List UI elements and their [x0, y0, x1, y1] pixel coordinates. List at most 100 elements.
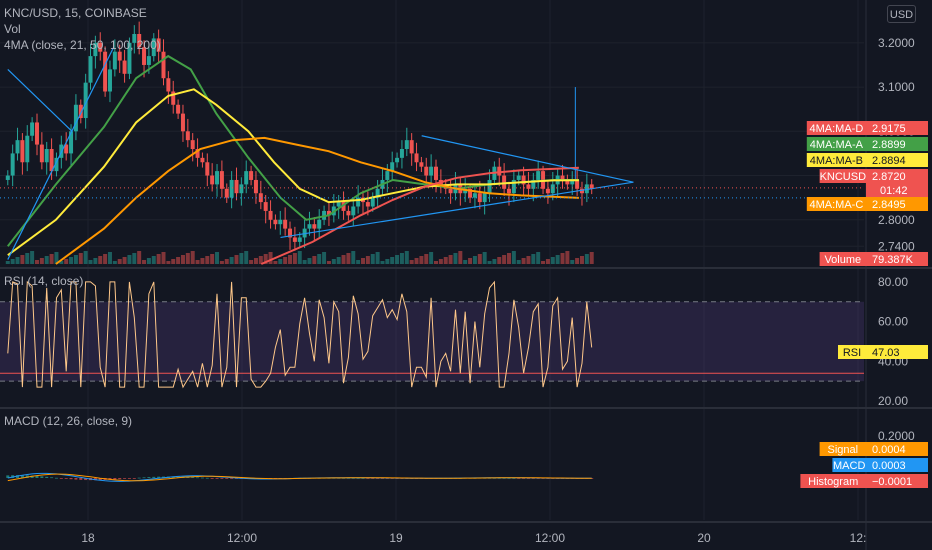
price-tag-label-box: [806, 197, 866, 211]
price-axis[interactable]: 3.20003.10003.00002.90002.80002.740080.0…: [878, 36, 915, 443]
candle-body: [375, 188, 380, 198]
candle-body: [244, 171, 249, 185]
currency-button[interactable]: USD: [887, 5, 916, 23]
volume-bar: [351, 251, 356, 264]
legend-symbol[interactable]: KNC/USD, 15, COINBASE: [4, 5, 147, 21]
volume-bar: [526, 256, 531, 264]
rsi-tag-value: 47.03: [872, 347, 900, 359]
histogram-bar: [196, 477, 200, 479]
histogram-bar: [6, 475, 10, 478]
volume-bar: [93, 258, 98, 264]
volume-bar: [443, 257, 448, 264]
volume-bar: [336, 257, 341, 264]
volume-bar: [545, 259, 550, 264]
volume-bar: [49, 254, 54, 264]
volume-bar: [292, 253, 297, 264]
volume-bar: [453, 253, 458, 264]
volume-bar: [438, 259, 443, 264]
volume-bar: [555, 255, 560, 264]
volume-bar: [98, 256, 103, 264]
volume-bar: [44, 256, 49, 264]
candle-body: [224, 188, 229, 198]
histogram-bar: [380, 478, 384, 479]
volume-bar: [161, 252, 166, 264]
candle-body: [531, 179, 536, 189]
candle-body: [288, 228, 293, 238]
volume-bar: [219, 261, 224, 264]
time-tick-label: 12:: [850, 531, 867, 545]
candle-body: [273, 219, 278, 225]
candle-body: [550, 184, 555, 194]
candle-body: [190, 140, 195, 149]
volume-bar: [54, 252, 59, 264]
histogram-bar: [200, 477, 204, 479]
volume-bar: [424, 254, 429, 264]
macd-tag-value: −0.0001: [872, 476, 912, 488]
histogram-bar: [123, 478, 127, 479]
histogram-bar: [113, 478, 117, 480]
macd-tag-label: Histogram: [808, 476, 858, 488]
candle-body: [511, 179, 516, 194]
volume-bar: [224, 259, 229, 264]
histogram-bar: [215, 478, 219, 479]
candle-body: [429, 166, 434, 176]
histogram-bar: [356, 477, 360, 479]
volume-bar: [560, 253, 565, 264]
volume-bar: [365, 256, 370, 264]
volume-bar: [195, 260, 200, 264]
histogram-bar: [45, 476, 49, 478]
legend-volume[interactable]: Vol: [4, 21, 21, 37]
volume-bar: [234, 255, 239, 264]
ma-c-line: [55, 136, 579, 265]
volume-bar: [185, 253, 190, 264]
candle-body: [200, 157, 205, 163]
time-axis[interactable]: 18 12:00 19 12:00 20 12:: [81, 531, 866, 545]
volume-bar: [64, 259, 69, 264]
candle-body: [370, 197, 375, 207]
volume-bar: [385, 259, 390, 264]
histogram-bar: [50, 477, 54, 479]
macd-tag-label-box: [819, 442, 866, 456]
legend-ma[interactable]: 4MA (close, 21, 50, 100, 200): [4, 37, 161, 53]
histogram-bar: [497, 477, 501, 479]
trendline: [421, 135, 634, 183]
candle-body: [253, 179, 258, 194]
candle-body: [278, 219, 283, 225]
volume-bar: [492, 259, 497, 264]
candle-body: [487, 179, 492, 194]
histogram-bar: [191, 477, 195, 478]
histogram-bar: [517, 478, 521, 479]
volume-bar: [103, 254, 108, 264]
price-tick-label: 3.1000: [878, 80, 915, 94]
legend-rsi[interactable]: RSI (14, close): [4, 273, 83, 289]
volume-bar: [137, 251, 142, 264]
candle-body: [307, 224, 312, 229]
histogram-bar: [93, 478, 97, 481]
candle-body: [424, 166, 429, 176]
histogram-bar: [346, 477, 350, 479]
candle-body: [579, 188, 584, 194]
candle-body: [516, 175, 521, 180]
histogram-bar: [69, 478, 73, 480]
macd-pane: [6, 472, 594, 482]
candle-body: [536, 171, 541, 180]
trendlines: [7, 47, 634, 260]
volume-label: Vol: [4, 22, 21, 36]
candle-body: [15, 140, 20, 154]
volume-bar: [83, 251, 88, 264]
candle-body: [404, 140, 409, 149]
candle-body: [64, 144, 69, 154]
candle-body: [112, 51, 117, 70]
candle-body: [20, 140, 25, 163]
candle-body: [414, 153, 419, 163]
volume-bar: [482, 252, 487, 264]
histogram-bar: [157, 476, 161, 478]
legend-macd[interactable]: MACD (12, 26, close, 9): [4, 413, 132, 429]
candle-body: [346, 210, 351, 216]
candle-body: [44, 149, 49, 163]
candle-body: [73, 104, 78, 132]
candle-body: [185, 131, 190, 141]
candle-body: [69, 131, 74, 154]
volume-bar: [200, 258, 205, 264]
